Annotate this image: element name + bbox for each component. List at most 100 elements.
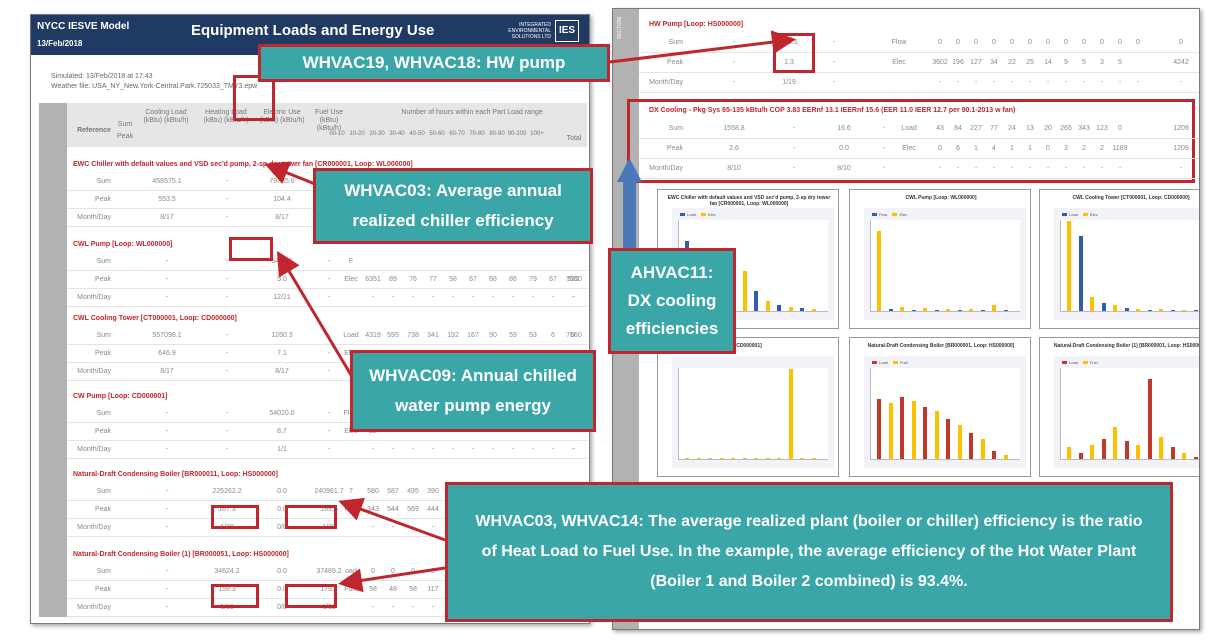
cell-kind: oad [345, 568, 357, 575]
cell-kind: Load [901, 125, 917, 132]
cell-heat: 34624.2 [214, 568, 240, 575]
chart-bar [1090, 445, 1094, 459]
cell-elec: 1/1 [277, 446, 287, 453]
hour-cell: 0 [431, 568, 435, 575]
hour-cell: - [471, 446, 475, 453]
hour-cell: - [391, 524, 395, 531]
hour-cell: 544 [387, 506, 399, 513]
hour-cell: 24 [1008, 125, 1016, 132]
section-title: CW Pump [Loop: CD000001] [73, 393, 168, 400]
hours-cells: 4319 595 738 341 192 167 90 59 53 6 0 [363, 332, 583, 339]
cell-elec: 8/17 [275, 368, 289, 375]
col-range-title: Number of hours within each Part Load ra… [401, 109, 543, 116]
dx-cooling-title: DX Cooling - Pkg Sys 65-135 kBtu/h COP 3… [649, 107, 1016, 114]
hour-cell: 580 [367, 488, 379, 495]
cell-a: 2.6 [729, 145, 739, 152]
chart-bar [765, 458, 770, 459]
cell-heat: - [225, 196, 229, 203]
cell-a: - [732, 59, 736, 66]
hour-cell: - [411, 524, 415, 531]
highlight-dx-cooling [627, 99, 1195, 183]
cell-fuel: - [327, 410, 331, 417]
hour-cell: 0 [1100, 39, 1104, 46]
table-row: Sum -165.5- Flow 0 0 0 0 0 0 0 0 0 0 0 0 0 [639, 33, 1199, 53]
highlight-boiler2-fuel [285, 584, 337, 608]
cell-label: Peak [667, 145, 683, 152]
cell-cool: - [165, 524, 169, 531]
chart-legend: Load Fuel [1062, 360, 1103, 365]
chart-bar [1136, 309, 1140, 311]
cell-total: - [1179, 79, 1183, 86]
legend-swatch [700, 213, 706, 216]
cell-heat: - [225, 332, 229, 339]
hour-cell: 1 [974, 145, 978, 152]
cell-b: - [792, 125, 796, 132]
highlight-boiler2-heat [211, 584, 259, 608]
cell-heat: - [225, 294, 229, 301]
hour-cell: 0 [956, 39, 960, 46]
hour-cell: 20 [1044, 125, 1052, 132]
hour-cell: 4 [992, 145, 996, 152]
cell-total: 1209 [1173, 145, 1189, 152]
chart-bar [1101, 439, 1106, 459]
chart-bar [877, 231, 881, 311]
cell-label: Peak [95, 196, 111, 203]
cell-c: - [832, 39, 836, 46]
legend-swatch [872, 361, 877, 364]
hour-cell: 0 [1118, 125, 1122, 132]
cell-c: 8/10 [837, 165, 851, 172]
cell-label: Month/Day [649, 165, 683, 172]
cell-label: Peak [95, 428, 111, 435]
hour-cell: - [1136, 79, 1140, 86]
chart-bar [1182, 453, 1186, 459]
hour-cell: - [411, 294, 415, 301]
cell-cool: 646.9 [158, 350, 176, 357]
cell-heat: - [225, 446, 229, 453]
hours-cells: 0 0 0 0 0 0 0 0 0 0 0 0 [931, 39, 1147, 46]
chart-bar [888, 403, 893, 459]
col-peak: Peak [117, 133, 133, 140]
cell-fuel: - [327, 368, 331, 375]
cell-elec: 9.0 [277, 276, 287, 283]
hour-cell: 196 [952, 59, 964, 66]
legend-swatch [892, 361, 898, 364]
table-row: Peak -1.3- Elec 4242 3602 196 127 34 22 25 14 9 5 3 5 [639, 53, 1199, 73]
legend-swatch [1062, 213, 1067, 216]
hour-cell: - [551, 446, 555, 453]
hour-cell: - [571, 294, 575, 301]
cell-elec: 104.4 [273, 196, 291, 203]
chart-bar [900, 397, 904, 459]
cell-c: 16.6 [837, 125, 851, 132]
cell-label: Sum [668, 39, 683, 46]
chart-bar [1078, 236, 1083, 311]
legend-label: Elec [707, 212, 716, 217]
hour-cell: 341 [427, 332, 439, 339]
cell-heat: - [225, 350, 229, 357]
chart-bar [1136, 445, 1140, 459]
hour-cell: 2 [1100, 145, 1104, 152]
cell-fuel: - [327, 428, 331, 435]
chart-legend: Load Elec [680, 212, 721, 217]
cell-elec: 0.0 [277, 506, 287, 513]
cell-heat: - [225, 276, 229, 283]
hour-cell: - [371, 604, 375, 611]
chart-bar [900, 307, 904, 311]
hour-cell: 123 [1096, 125, 1108, 132]
chart-bar [957, 425, 962, 459]
cell-label: Sum [96, 178, 111, 185]
cell-label: Month/Day [77, 214, 111, 221]
cell-a: - [732, 39, 736, 46]
table-row: Peak 2.6 - 0.0 - Elec 1209 0 6 1 4 1 1 0 3 2 2 1189 [639, 139, 1199, 159]
chart-bar [934, 411, 939, 459]
cell-fuel: 240961.7 [314, 488, 344, 495]
chart-legend: Load Fuel [872, 360, 913, 365]
hour-cell: 495 [407, 488, 419, 495]
cell-heat: 159.3 [218, 586, 236, 593]
hours-cells: 6351 89 76 77 58 67 68 86 79 67 522 [363, 276, 583, 283]
model-name: NYCC IESVE Model [37, 21, 130, 32]
part-load-chart: CD000001] [657, 337, 839, 477]
cell-fuel: 37489.2 [316, 568, 342, 575]
range-header: 50-60 [429, 131, 445, 137]
cell-label: Month/Day [77, 294, 111, 301]
chart-bar [946, 309, 950, 311]
